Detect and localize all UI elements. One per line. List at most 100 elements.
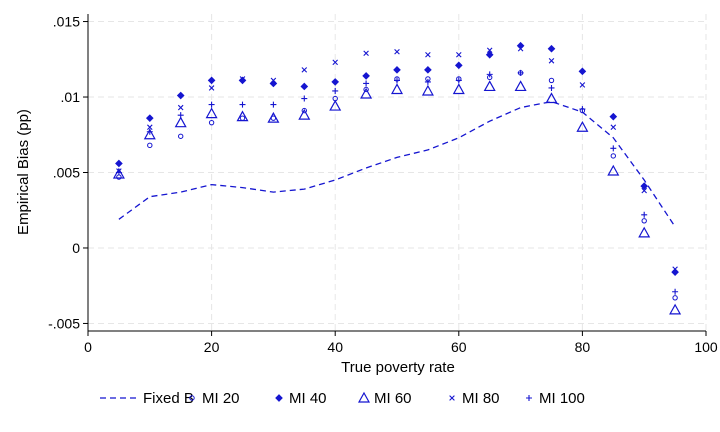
legend-label: Fixed B (143, 390, 194, 407)
legend-item-mi-20: MI 20 (189, 390, 240, 407)
y-tick-label: .015 (53, 14, 80, 30)
x-tick-label: 100 (694, 339, 718, 355)
point-mi-60 (112, 167, 125, 179)
legend-item-mi-80: MI 80 (449, 390, 500, 407)
point-mi-100 (672, 288, 679, 295)
point-mi-100 (363, 80, 370, 87)
point-mi-40 (578, 67, 587, 76)
point-mi-60 (174, 116, 187, 128)
legend-label: MI 60 (374, 390, 412, 407)
point-mi-100 (146, 128, 153, 135)
point-mi-80 (301, 67, 308, 73)
point-mi-80 (147, 124, 153, 131)
y-axis-title: Empirical Bias (pp) (15, 109, 32, 235)
point-mi-60 (669, 303, 682, 315)
x-axis-title: True poverty rate (341, 359, 455, 376)
point-mi-80 (641, 187, 647, 194)
point-mi-80 (332, 59, 338, 66)
point-mi-60 (607, 164, 620, 176)
point-mi-40 (393, 66, 401, 74)
point-mi-80 (610, 124, 617, 131)
y-tick-label: .005 (53, 165, 80, 181)
point-mi-80 (239, 76, 246, 82)
series-line-fixed-b (118, 100, 676, 228)
point-mi-100 (641, 211, 648, 218)
point-mi-40 (424, 66, 432, 74)
point-mi-80 (456, 51, 462, 58)
point-mi-80 (270, 77, 277, 84)
legend-swatch (526, 395, 532, 401)
point-mi-40 (115, 159, 123, 168)
point-mi-80 (394, 48, 400, 55)
point-mi-60 (205, 107, 218, 119)
point-mi-40 (640, 182, 649, 190)
point-mi-20 (147, 142, 153, 149)
legend-swatch (275, 394, 283, 402)
point-mi-60 (390, 83, 404, 95)
point-mi-100 (270, 101, 277, 108)
point-mi-60 (576, 120, 589, 132)
point-mi-80 (517, 45, 524, 52)
point-mi-80 (363, 50, 369, 57)
point-mi-60 (236, 110, 249, 122)
point-mi-40 (331, 78, 340, 86)
point-mi-60 (421, 84, 434, 96)
plot-area (112, 41, 682, 315)
legend-label: MI 100 (539, 390, 585, 407)
point-mi-80 (425, 51, 431, 58)
point-mi-40 (207, 76, 216, 85)
point-mi-20 (672, 295, 678, 301)
point-mi-20 (610, 153, 616, 159)
point-mi-20 (178, 133, 184, 139)
point-mi-40 (454, 61, 463, 70)
point-mi-100 (424, 78, 431, 85)
x-tick-label: 0 (84, 339, 92, 355)
point-mi-40 (145, 114, 154, 122)
point-mi-60 (143, 128, 156, 140)
legend: Fixed B MI 20 MI 40 MI 60 MI 80 MI 100 (100, 390, 585, 407)
legend-item-fixed-b: Fixed B (100, 390, 194, 407)
legend-item-mi-100: MI 100 (526, 390, 585, 407)
legend-label: MI 40 (289, 390, 327, 407)
point-mi-40 (300, 82, 309, 91)
point-mi-20 (641, 218, 647, 224)
legend-label: MI 20 (202, 390, 240, 407)
y-tick-label: 0 (72, 240, 80, 256)
point-mi-60 (483, 80, 496, 92)
legend-item-mi-40: MI 40 (275, 390, 327, 407)
point-mi-100 (486, 71, 493, 78)
gridlines (87, 14, 707, 331)
point-mi-60 (545, 92, 558, 104)
legend-swatch (357, 391, 371, 403)
y-tick-label: .01 (61, 89, 81, 105)
point-mi-40 (547, 44, 556, 53)
point-mi-80 (486, 47, 493, 54)
point-mi-60 (452, 83, 465, 95)
point-mi-80 (208, 85, 215, 91)
point-mi-100 (115, 169, 122, 176)
point-mi-80 (177, 104, 184, 111)
point-mi-100 (177, 112, 184, 119)
point-mi-100 (517, 69, 524, 76)
point-mi-80 (548, 58, 555, 64)
point-mi-80 (579, 82, 586, 88)
legend-swatch (189, 395, 195, 401)
point-mi-100 (332, 87, 339, 94)
x-tick-label: 40 (327, 339, 343, 355)
point-mi-20 (301, 107, 307, 114)
legend-item-mi-60: MI 60 (357, 390, 412, 407)
point-mi-100 (455, 77, 462, 84)
legend-label: MI 80 (462, 390, 500, 407)
point-mi-100 (548, 84, 555, 91)
point-mi-40 (238, 76, 247, 85)
x-tick-label: 60 (451, 339, 467, 355)
point-mi-20 (363, 86, 369, 93)
point-mi-100 (301, 95, 308, 102)
point-mi-100 (208, 101, 215, 108)
point-mi-60 (329, 99, 342, 111)
point-mi-80 (672, 266, 678, 272)
x-tick-label: 20 (204, 339, 220, 355)
point-mi-60 (360, 87, 373, 99)
